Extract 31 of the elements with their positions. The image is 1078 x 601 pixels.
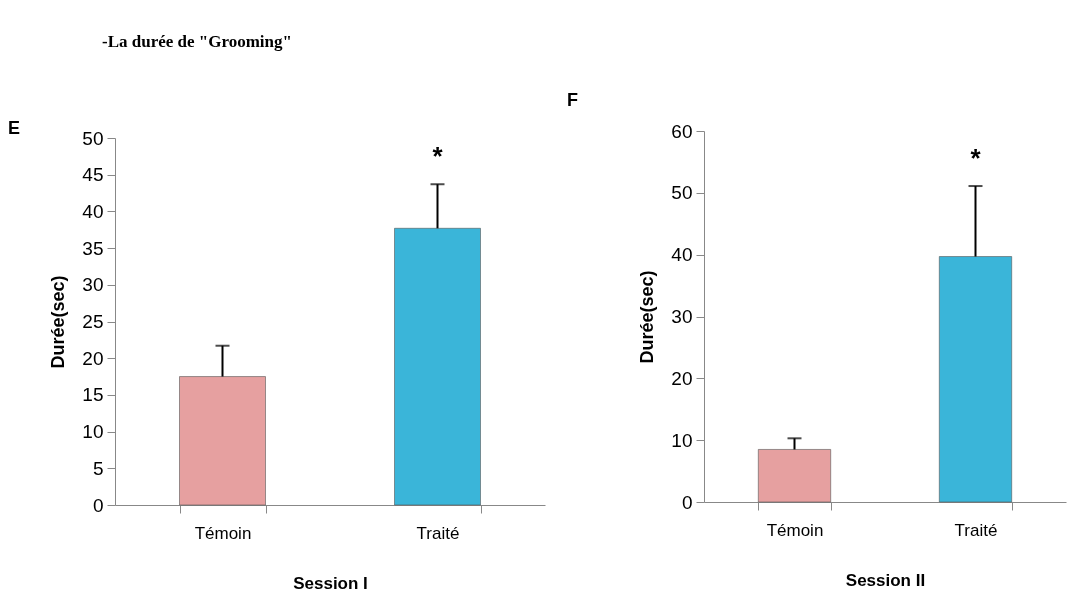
y-tick-label: 0	[681, 491, 693, 513]
annotation: *	[432, 141, 444, 172]
y-tick-label: 30	[671, 306, 693, 327]
y-tick-label: 50	[82, 127, 104, 149]
x-tick-label: Traité	[416, 523, 460, 543]
y-tick-label: 50	[671, 182, 693, 204]
y-tick-label: 60	[671, 120, 693, 142]
x-tick-label: Témoin	[194, 523, 252, 543]
y-axis-title: Durée(sec)	[48, 275, 69, 369]
x-tick-label: Traité	[954, 520, 998, 540]
y-tick-label: 35	[82, 237, 104, 259]
y-tick-label: 15	[82, 384, 104, 406]
y-axis-title: Durée(sec)	[637, 270, 658, 364]
x-axis-title: Session I	[293, 573, 368, 593]
y-tick-label: 0	[92, 494, 104, 516]
x-axis-title: Session II	[845, 570, 926, 590]
y-tick-label: 5	[92, 457, 104, 479]
chart-title: -La durée de "Grooming"	[102, 32, 292, 52]
y-tick-label: 45	[82, 164, 104, 186]
y-tick-label: 30	[82, 274, 104, 296]
y-tick-label: 10	[671, 429, 693, 451]
text: E	[8, 118, 21, 139]
y-tick-label: 25	[82, 311, 104, 332]
y-tick-label: 40	[671, 244, 693, 266]
y-tick-label: 10	[82, 421, 104, 443]
x-tick-label: Témoin	[766, 520, 824, 540]
y-tick-label: 20	[82, 347, 104, 369]
y-tick-label: 40	[82, 200, 104, 222]
annotation: *	[970, 143, 982, 174]
y-tick-label: 20	[671, 367, 693, 389]
text: F	[567, 90, 578, 111]
